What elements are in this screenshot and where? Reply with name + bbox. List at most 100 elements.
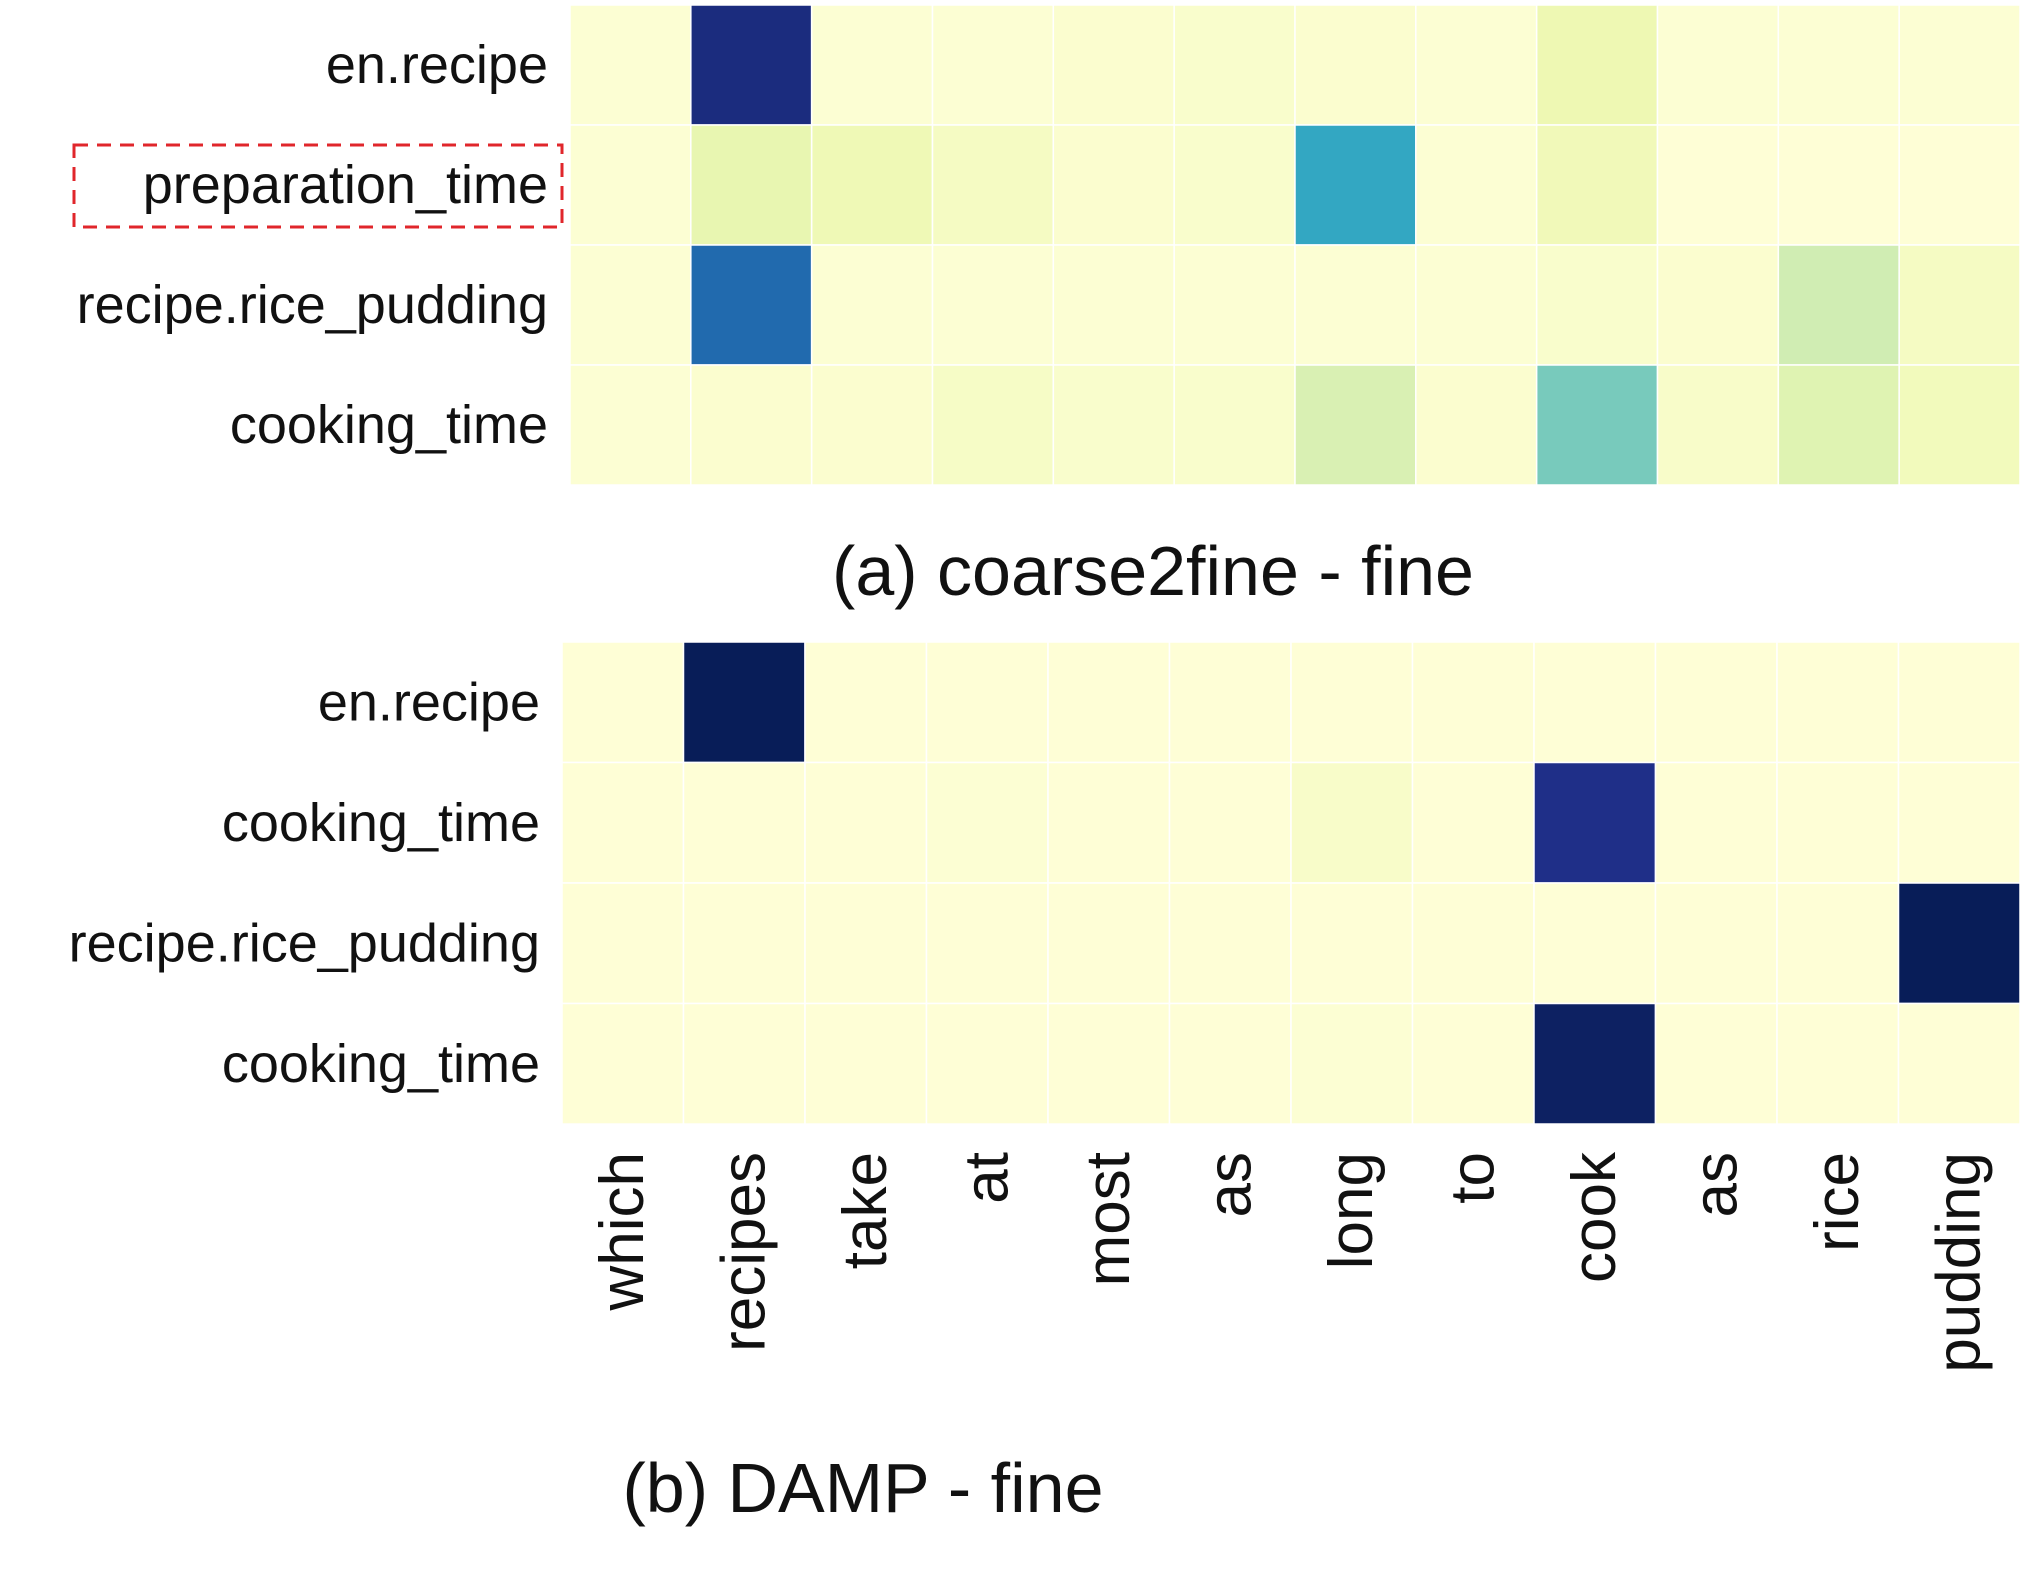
heatmap-b-cell-r3-c5 [1168,1002,1292,1125]
heatmap-b-row-label-0: en.recipe [318,672,540,732]
heatmap-b-col-label-0: which [588,1152,657,1312]
heatmap-a-cell-r3-c6 [1294,364,1417,486]
heatmap-b-cell-r3-c11 [1897,1002,2021,1125]
heatmap-a-cell-r3-c0 [569,364,692,486]
heatmap-a-cell-r3-c5 [1173,364,1296,486]
heatmap-a-highlight-box [72,143,564,229]
heatmap-b-col-label-7: to [1438,1152,1507,1204]
heatmap-a-cell-r2-c3 [931,244,1055,366]
heatmap-b-cell-r0-c11 [1897,641,2021,764]
heatmap-b-row-label-2: recipe.rice_pudding [69,913,540,973]
heatmap-b-cell-r2-c0 [561,882,685,1005]
heatmap-a-cell-r3-c2 [810,364,934,486]
heatmap-b-col-label-9: as [1681,1152,1750,1217]
heatmap-a-row-label-2: recipe.rice_pudding [77,275,548,335]
heatmap-a-cell-r1-c10 [1777,124,1900,246]
heatmap-b-cell-r2-c6 [1290,882,1414,1005]
heatmap-b-cell-r1-c2 [804,761,928,884]
heatmap-a-cell-r2-c7 [1415,244,1538,366]
heatmap-b-cell-r0-c1 [682,641,806,764]
heatmap-a-cell-r2-c4 [1052,244,1175,366]
heatmap-b-cell-r0-c4 [1047,641,1171,764]
heatmap-a-cell-r1-c7 [1415,124,1538,246]
heatmap-a-cell-r2-c2 [810,244,934,366]
heatmap-b-cell-r1-c5 [1168,761,1292,884]
heatmap-b-col-label-10: rice [1803,1152,1872,1252]
heatmap-b-col-label-4: most [1074,1152,1143,1286]
heatmap-b-col-label-6: long [1317,1152,1386,1269]
heatmap-a-cell-r0-c6 [1294,4,1417,126]
heatmap-b-col-label-11: pudding [1924,1152,1993,1373]
heatmap-a-cell-r1-c0 [569,124,692,246]
heatmap-a-cell-r1-c8 [1535,124,1659,246]
heatmap-b-col-label-3: at [952,1152,1021,1204]
heatmap-a-cell-r3-c11 [1898,364,2021,486]
heatmap-a-cell-r3-c9 [1656,364,1780,486]
heatmap-a-cell-r0-c3 [931,4,1055,126]
heatmap-b-cell-r3-c9 [1654,1002,1778,1125]
heatmap-a-cell-r0-c8 [1535,4,1659,126]
heatmap-b-cell-r1-c10 [1776,761,1900,884]
heatmap-b-cell-r2-c2 [804,882,928,1005]
heatmap-b-row-label-1: cooking_time [222,793,540,853]
heatmap-a-cell-r1-c1 [690,124,813,246]
heatmap-b-cell-r1-c7 [1411,761,1535,884]
heatmap-b-cell-r2-c9 [1654,882,1778,1005]
heatmap-a-cell-r2-c0 [569,244,692,366]
heatmap-a-cell-r3-c3 [931,364,1055,486]
heatmap-b-cell-r3-c7 [1411,1002,1535,1125]
heatmap-b-cell-r3-c10 [1776,1002,1900,1125]
heatmap-b-cell-r2-c7 [1411,882,1535,1005]
heatmap-a-row-label-0: en.recipe [326,35,548,95]
heatmap-a-row-label-1: preparation_time [143,155,548,215]
heatmap-a-cell-r1-c11 [1898,124,2021,246]
heatmap-a-cell-r1-c5 [1173,124,1296,246]
heatmap-a-cell-r2-c5 [1173,244,1296,366]
heatmap-a-cell-r2-c9 [1656,244,1780,366]
heatmap-a-cell-r3-c7 [1415,364,1538,486]
heatmap-a-cell-r1-c2 [810,124,934,246]
heatmap-b-cell-r0-c6 [1290,641,1414,764]
heatmap-b-cell-r3-c8 [1533,1002,1657,1125]
heatmap-b-cell-r0-c7 [1411,641,1535,764]
heatmap-b-cell-r0-c10 [1776,641,1900,764]
heatmap-b-cell-r1-c0 [561,761,685,884]
heatmap-a-cell-r2-c8 [1535,244,1659,366]
heatmap-b-col-label-8: cook [1560,1151,1629,1283]
heatmap-b-cell-r2-c11 [1897,882,2021,1005]
heatmap-a-cell-r0-c5 [1173,4,1296,126]
heatmap-b-cell-r3-c3 [925,1002,1049,1125]
heatmap-a-cell-r0-c10 [1777,4,1900,126]
heatmap-b-cell-r2-c10 [1776,882,1900,1005]
heatmap-a-cell-r1-c4 [1052,124,1175,246]
heatmap-b-cell-r1-c6 [1290,761,1414,884]
heatmap-panel-b: en.recipe cooking_time recipe.rice_pudding… [69,641,2021,1527]
heatmap-a-cell-r3-c8 [1535,364,1659,486]
heatmap-b-cell-r1-c3 [925,761,1049,884]
heatmap-a-cell-r2-c1 [690,244,813,366]
heatmap-b-cell-r0-c9 [1654,641,1778,764]
heatmap-b-cell-r2-c1 [682,882,806,1005]
heatmap-a-cell-r3-c4 [1052,364,1175,486]
heatmap-a-cell-r1-c6 [1294,124,1417,246]
heatmap-a-cell-r0-c4 [1052,4,1175,126]
heatmap-b-cell-r1-c4 [1047,761,1171,884]
heatmap-a-cell-r2-c10 [1777,244,1900,366]
heatmap-a-cell-r0-c1 [690,4,813,126]
heatmap-a-cell-r0-c11 [1898,4,2021,126]
heatmap-a-caption: (a) coarse2fine - fine [832,532,1474,610]
heatmap-b-cell-r0-c3 [925,641,1049,764]
heatmap-b-cell-r0-c8 [1533,641,1657,764]
heatmap-b-cell-r3-c0 [561,1002,685,1125]
heatmap-b-cell-r1-c1 [682,761,806,884]
heatmap-b-cell-r3-c4 [1047,1002,1171,1125]
heatmap-b-row-label-3: cooking_time [222,1034,540,1094]
heatmap-a-cell-r1-c3 [931,124,1055,246]
heatmap-b-cell-r2-c8 [1533,882,1657,1005]
heatmap-a-cell-r3-c1 [690,364,813,486]
heatmap-b-cell-r0-c2 [804,641,928,764]
heatmap-a-cell-r2-c11 [1898,244,2021,366]
heatmap-b-cell-r2-c4 [1047,882,1171,1005]
heatmap-a-row-label-3: cooking_time [230,395,548,455]
